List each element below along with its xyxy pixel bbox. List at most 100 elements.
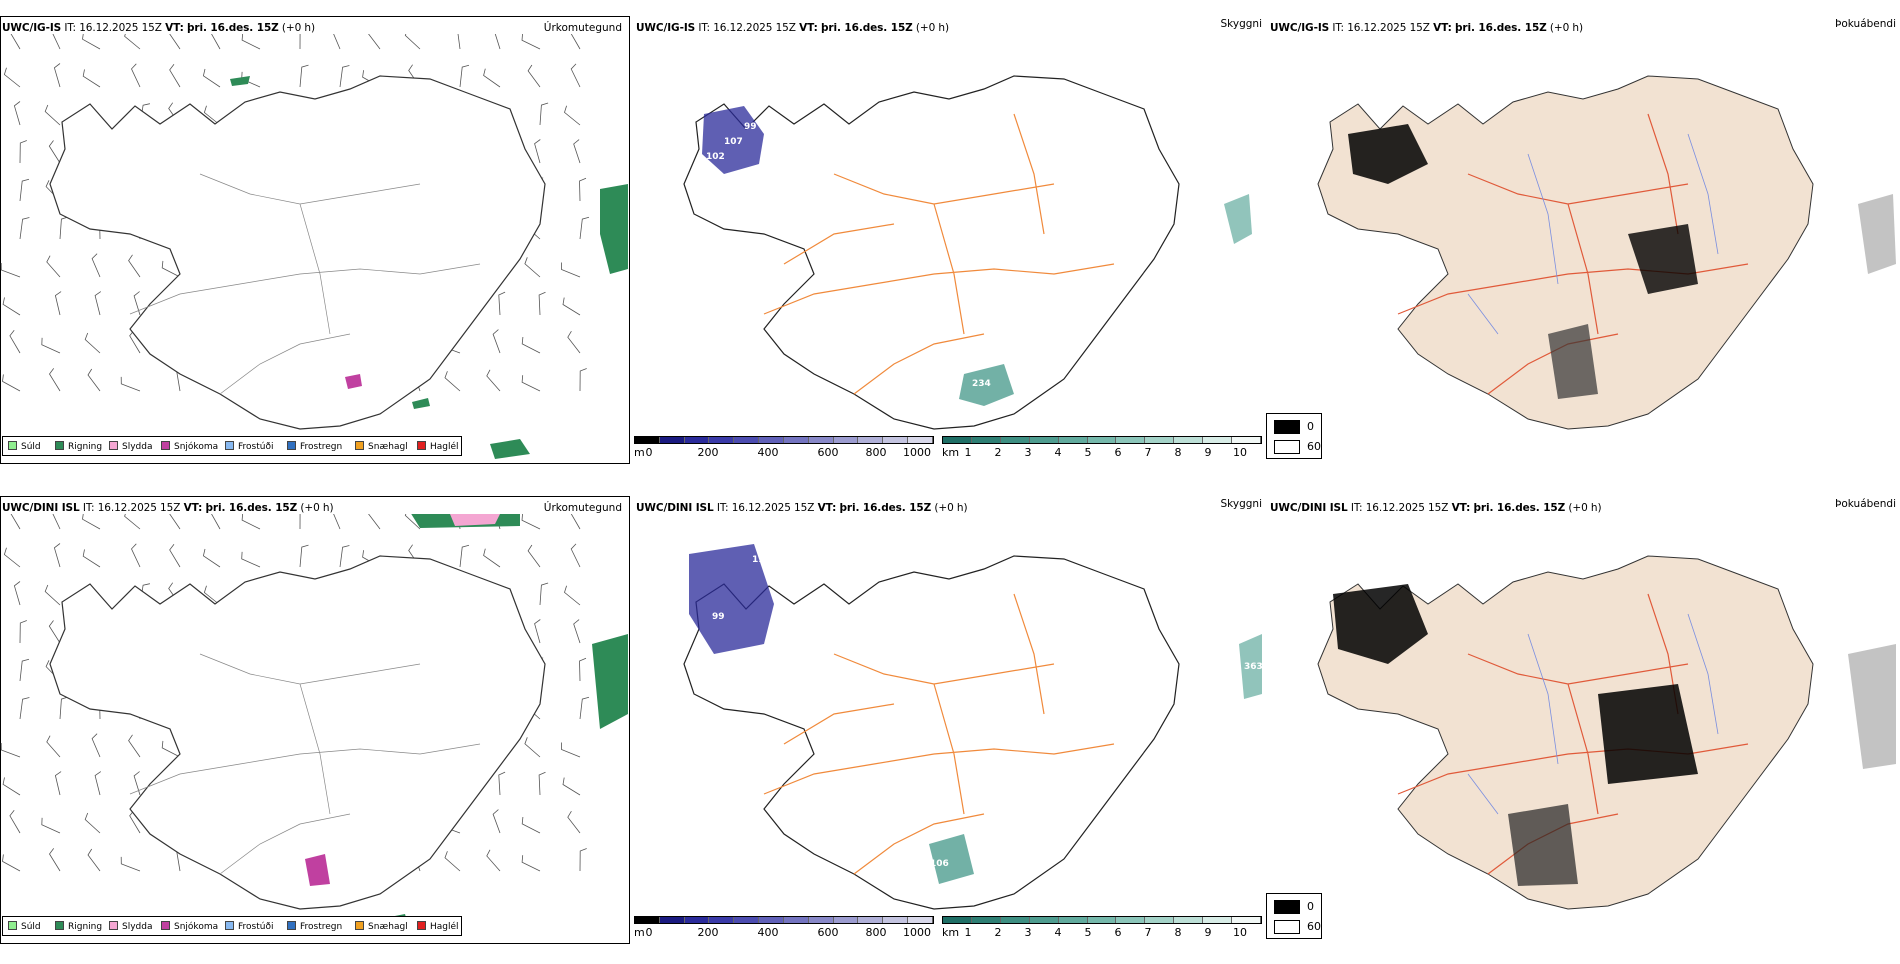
wind-barb <box>87 848 101 872</box>
colorbar-segment <box>858 917 884 923</box>
wind-barb <box>161 260 181 278</box>
colorbar-tick: 800 <box>865 926 887 939</box>
wind-barb <box>527 64 541 88</box>
wind-barb <box>368 34 381 50</box>
wind-barb <box>124 34 141 50</box>
precip-type-legend: Súld Rigning Slydda Snjókoma Frostúði Fr… <box>2 436 462 456</box>
visibility-colorbar <box>942 436 1262 444</box>
wind-barb <box>59 696 69 720</box>
precip-area-snow <box>450 514 500 526</box>
legend-swatch <box>109 921 118 930</box>
precip-area-snow <box>305 854 330 886</box>
road-network <box>1397 113 1749 395</box>
legend-swatch <box>1274 900 1300 914</box>
wind-barb <box>561 742 581 758</box>
wind-barb <box>19 697 30 720</box>
colorbar-segment <box>1000 437 1030 443</box>
legend-swatch <box>225 921 234 930</box>
colorbar-tick: 2 <box>994 926 1002 939</box>
panel-title: UWC/IG-IS IT: 16.12.2025 15Z VT: þri. 16… <box>1270 22 1583 34</box>
iceland-coastline <box>683 75 1180 430</box>
wind-barb <box>19 178 30 202</box>
colorbar-segment <box>709 437 735 443</box>
wind-barb <box>521 34 541 50</box>
legend-label: 60 <box>1307 920 1321 933</box>
wind-barb <box>82 514 101 530</box>
wind-barb <box>459 64 470 88</box>
visibility-colorbar <box>942 916 1262 924</box>
wind-barb <box>368 514 381 530</box>
colorbar-segment <box>734 917 760 923</box>
wind-barb <box>87 368 101 392</box>
colorbar-tick: 600 <box>817 926 839 939</box>
wind-barb <box>2 777 21 796</box>
wind-barb <box>19 658 30 682</box>
wind-barb <box>202 548 221 568</box>
height-label: 99 <box>744 122 757 132</box>
legend-item: Slydda <box>109 921 152 932</box>
colorbar-segment <box>943 917 972 923</box>
height-label: 106 <box>930 859 949 869</box>
colorbar-segment <box>1116 437 1146 443</box>
wind-barb <box>579 696 590 720</box>
colorbar-segment <box>759 917 784 923</box>
colorbar-tick: 8 <box>1174 926 1182 939</box>
wind-barb <box>299 64 309 88</box>
wind-barb <box>570 514 581 530</box>
colorbar-segment <box>1029 917 1059 923</box>
wind-barb <box>2 854 21 872</box>
wind-barb <box>483 68 501 88</box>
colorbar-tick: 10 <box>1233 926 1247 939</box>
colorbar-segment <box>734 437 760 443</box>
road-network <box>129 173 481 395</box>
legend-item: Frostúði <box>225 441 273 452</box>
wind-barb <box>444 851 461 872</box>
precip-area-rain <box>412 398 430 409</box>
wind-barb <box>0 262 21 278</box>
road-network <box>129 653 481 875</box>
wind-barb <box>534 619 541 644</box>
colorbar-segment <box>1203 917 1233 923</box>
wind-barb <box>169 544 181 568</box>
height-label: 144 <box>1054 332 1073 342</box>
wind-barb <box>54 771 62 796</box>
wind-barb <box>521 816 541 834</box>
visibility-panel-top: UWC/IG-IS IT: 16.12.2025 15Z VT: þri. 16… <box>634 14 1266 484</box>
wind-barb <box>9 810 21 834</box>
low-visibility-area <box>689 544 774 654</box>
wind-barb <box>41 337 61 354</box>
colorbar-segment <box>858 437 884 443</box>
colorbar-segment <box>783 917 809 923</box>
wind-barb <box>59 216 69 240</box>
low-visibility-area <box>959 364 1014 406</box>
wind-barb <box>539 582 549 606</box>
wind-barb <box>570 34 581 50</box>
wind-barb <box>46 735 61 758</box>
colorbar-tick: 4 <box>1054 926 1062 939</box>
legend-item: Rigning <box>55 441 102 452</box>
precip-type-panel-bottom: UWC/DINI ISL IT: 16.12.2025 15Z VT: þri.… <box>0 494 632 964</box>
wind-barb <box>498 771 506 796</box>
colorbar-tick: 6 <box>1114 446 1122 459</box>
colorbar-tick: 3 <box>1024 926 1032 939</box>
colorbar-segment <box>883 917 909 923</box>
legend-item: Snjókoma <box>161 921 218 932</box>
road-network <box>763 113 1115 395</box>
wind-barb <box>241 514 261 530</box>
colorbar-tick: 2 <box>994 446 1002 459</box>
wind-barb <box>573 619 581 644</box>
colorbar-segment <box>883 437 909 443</box>
fog-area <box>1848 644 1896 769</box>
fog-legend-top: 0 60 <box>1266 413 1322 459</box>
wind-barb <box>169 64 181 88</box>
colorbar-segment <box>659 437 685 443</box>
river-network <box>1467 133 1719 335</box>
wind-barb <box>13 581 21 606</box>
colorbar-tick: 9 <box>1204 926 1212 939</box>
legend-item: Frostúði <box>225 921 273 932</box>
panel-title: UWC/IG-IS IT: 16.12.2025 15Z VT: þri. 16… <box>636 22 949 34</box>
colorbar-segment <box>1029 437 1059 443</box>
legend-swatch <box>8 921 17 930</box>
colorbar-segment <box>1058 917 1088 923</box>
colorbar-segment <box>635 437 660 443</box>
